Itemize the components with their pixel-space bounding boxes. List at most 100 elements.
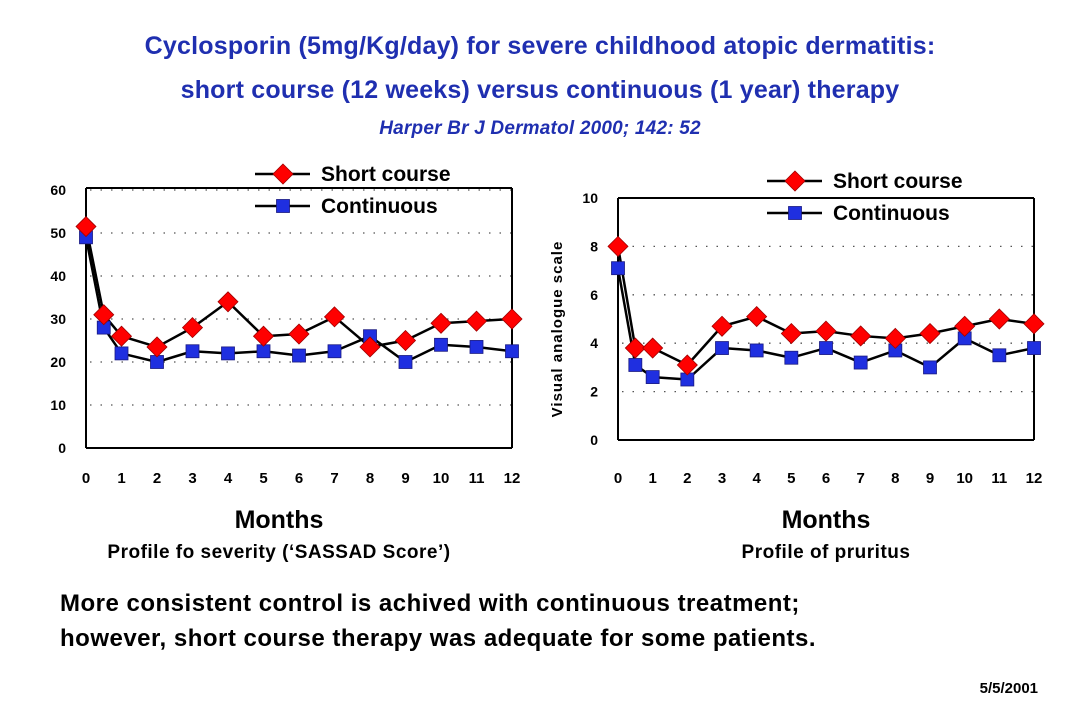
pruritus-caption: Profile of pruritus bbox=[742, 542, 911, 563]
pruritus-xtick-label: 11 bbox=[991, 470, 1007, 487]
severity-continuous-point bbox=[469, 340, 484, 354]
pruritus-short-course-point bbox=[954, 315, 976, 337]
severity-continuous-point bbox=[185, 344, 200, 359]
severity-xtick-label: 6 bbox=[295, 470, 303, 487]
severity-xtick-label: 11 bbox=[469, 470, 485, 487]
severity-continuous-point bbox=[114, 346, 129, 361]
severity-continuous-point bbox=[327, 344, 342, 359]
severity-continuous-point bbox=[505, 344, 519, 359]
severity-ytick-label: 40 bbox=[50, 268, 66, 284]
pruritus-xtick-label: 12 bbox=[1026, 470, 1043, 487]
pruritus-ytick-label: 6 bbox=[590, 287, 598, 303]
severity-caption: Profile fo severity (‘SASSAD Score’) bbox=[107, 542, 450, 563]
severity-xtick-label: 10 bbox=[433, 470, 450, 487]
pruritus-ytick-label: 0 bbox=[590, 432, 598, 448]
pruritus-xtick-label: 0 bbox=[614, 470, 622, 487]
severity-xtick-label: 9 bbox=[401, 470, 409, 487]
conclusion-line-2: however, short course therapy was adequa… bbox=[60, 625, 817, 652]
pruritus-x-axis-label: Months bbox=[782, 506, 871, 534]
severity-ytick-label: 30 bbox=[50, 311, 66, 327]
pruritus-legend-diamond-icon bbox=[784, 170, 806, 192]
pruritus-xtick-label: 3 bbox=[718, 470, 726, 487]
severity-xtick-label: 2 bbox=[153, 470, 161, 487]
severity-x-axis-label: Months bbox=[235, 506, 324, 534]
severity-legend-label: Short course bbox=[321, 163, 451, 186]
severity-xtick-label: 1 bbox=[117, 470, 125, 487]
pruritus-short-course-point bbox=[919, 322, 941, 345]
pruritus-continuous-point bbox=[819, 341, 833, 355]
pruritus-short-course-point bbox=[884, 327, 906, 349]
pruritus-legend-label: Short course bbox=[833, 170, 963, 193]
pruritus-continuous-point bbox=[749, 343, 764, 358]
pruritus-continuous-point bbox=[611, 261, 625, 276]
pruritus-xtick-label: 1 bbox=[648, 470, 656, 487]
severity-ytick-label: 20 bbox=[50, 354, 66, 370]
pruritus-ytick-label: 4 bbox=[590, 335, 598, 351]
title-line-2: short course (12 weeks) versus continuou… bbox=[180, 76, 900, 104]
pruritus-xtick-label: 5 bbox=[787, 470, 795, 487]
severity-short-course-point bbox=[181, 317, 204, 339]
severity-short-course-point bbox=[359, 336, 381, 358]
severity-ytick-label: 50 bbox=[50, 225, 66, 241]
severity-xtick-label: 7 bbox=[330, 470, 338, 487]
severity-short-course-point bbox=[110, 325, 133, 347]
pruritus-xtick-label: 6 bbox=[822, 470, 830, 487]
pruritus-continuous-point bbox=[628, 358, 643, 372]
severity-short-course-point bbox=[394, 329, 417, 352]
severity-short-course-point bbox=[217, 291, 239, 313]
severity-legend-diamond-icon bbox=[272, 163, 294, 185]
pruritus-xtick-label: 2 bbox=[683, 470, 691, 487]
citation: Harper Br J Dermatol 2000; 142: 52 bbox=[379, 118, 701, 139]
severity-xtick-label: 4 bbox=[224, 470, 233, 487]
pruritus-xtick-label: 8 bbox=[891, 470, 899, 487]
pruritus-ytick-label: 8 bbox=[590, 238, 598, 254]
pruritus-continuous-point bbox=[715, 341, 729, 355]
pruritus-ytick-label: 10 bbox=[582, 190, 598, 206]
pruritus-continuous-point bbox=[1027, 341, 1041, 355]
pruritus-short-course-point bbox=[607, 235, 629, 257]
pruritus-legend-square-icon bbox=[788, 206, 802, 220]
severity-xtick-label: 12 bbox=[504, 470, 521, 487]
pruritus-continuous-point bbox=[645, 370, 660, 384]
severity-ytick-label: 0 bbox=[58, 440, 66, 456]
pruritus-short-course-point bbox=[780, 322, 802, 345]
severity-short-course-point bbox=[93, 304, 115, 326]
pruritus-short-course-point bbox=[746, 306, 768, 328]
severity-short-course-point bbox=[252, 325, 275, 347]
severity-xtick-label: 8 bbox=[366, 470, 374, 487]
pruritus-short-course-point bbox=[988, 308, 1010, 330]
severity-legend-label: Continuous bbox=[321, 195, 438, 218]
severity-short-course-point bbox=[501, 308, 523, 330]
pruritus-xtick-label: 4 bbox=[752, 470, 761, 487]
severity-xtick-label: 0 bbox=[82, 470, 90, 487]
pruritus-continuous-point bbox=[853, 355, 868, 370]
severity-continuous-point bbox=[292, 348, 306, 363]
pruritus-short-course-point bbox=[642, 337, 664, 359]
severity-short-course-point bbox=[465, 310, 488, 332]
severity-xtick-label: 3 bbox=[188, 470, 196, 487]
severity-short-course-point bbox=[75, 215, 97, 238]
severity-short-course-point bbox=[146, 336, 168, 358]
pruritus-xtick-label: 9 bbox=[926, 470, 934, 487]
severity-short-course-point bbox=[430, 312, 452, 334]
pruritus-short-course-point bbox=[624, 337, 646, 359]
severity-continuous-point bbox=[398, 355, 413, 369]
pruritus-continuous-point bbox=[992, 348, 1007, 363]
severity-short-course-point bbox=[288, 323, 310, 345]
severity-ytick-label: 60 bbox=[50, 182, 66, 198]
severity-xtick-label: 5 bbox=[259, 470, 267, 487]
title-line-1: Cyclosporin (5mg/Kg/day) for severe chil… bbox=[144, 32, 936, 60]
pruritus-ytick-label: 2 bbox=[590, 384, 598, 400]
severity-ytick-label: 10 bbox=[50, 397, 66, 413]
pruritus-short-course-point bbox=[815, 320, 837, 342]
pruritus-xtick-label: 7 bbox=[856, 470, 864, 487]
conclusion-line-1: More consistent control is achived with … bbox=[60, 590, 800, 617]
pruritus-short-course-point bbox=[711, 315, 733, 337]
severity-continuous-point bbox=[434, 337, 448, 352]
pruritus-short-course-point bbox=[676, 354, 698, 376]
severity-continuous-point bbox=[221, 346, 235, 361]
pruritus-continuous-point bbox=[923, 360, 937, 375]
severity-legend-square-icon bbox=[276, 199, 290, 213]
